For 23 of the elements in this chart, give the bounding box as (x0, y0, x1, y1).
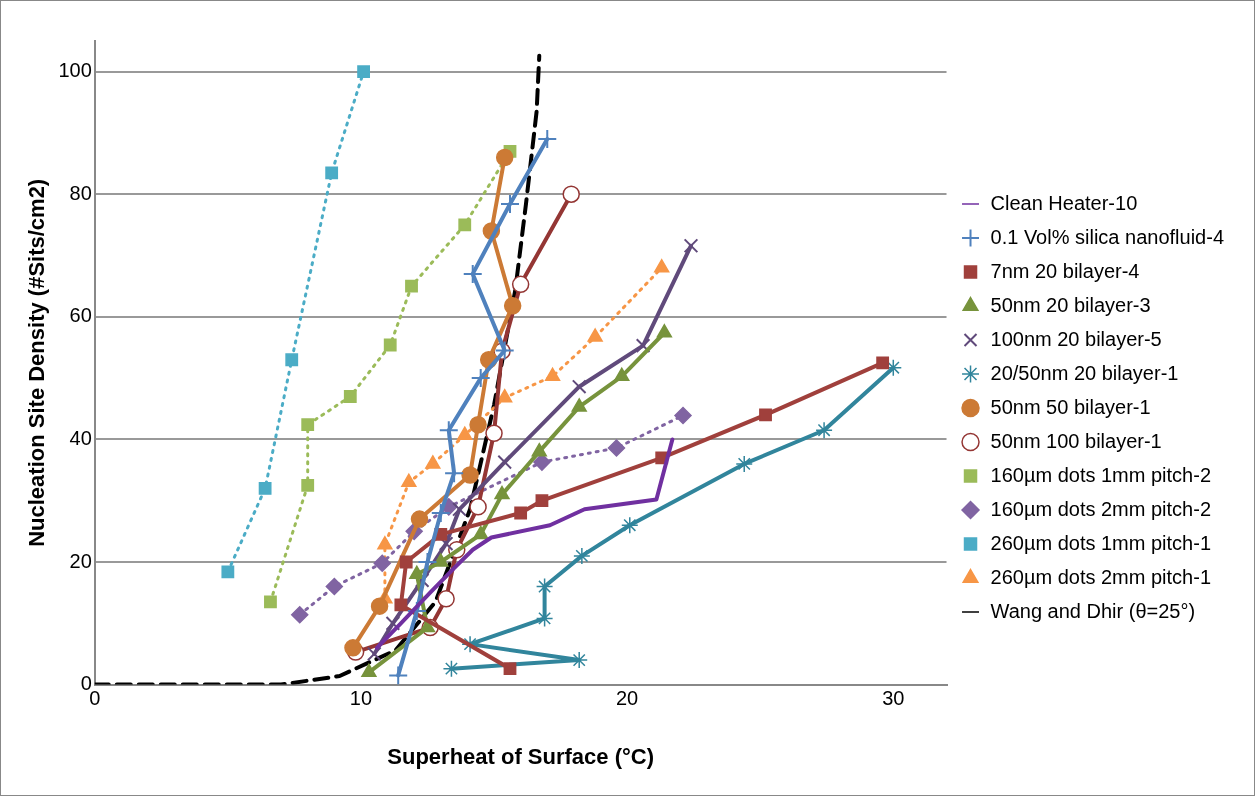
y-tick-label: 20 (69, 549, 92, 572)
y-tick-label: 40 (69, 426, 92, 449)
legend-label: 50nm 50 bilayer-1 (990, 395, 1151, 418)
y-tick-label: 100 (58, 59, 92, 82)
legend-label: 260µm dots 1mm pitch-1 (990, 531, 1212, 554)
x-tick-label: 10 (349, 687, 373, 710)
legend-label: 50nm 100 bilayer-1 (990, 429, 1162, 452)
legend-label: 50nm 20 bilayer-3 (990, 293, 1151, 316)
x-tick-label: 20 (615, 687, 639, 710)
legend-label: 160µm dots 1mm pitch-2 (990, 463, 1212, 486)
legend-label: 0.1 Vol% silica nanofluid-4 (990, 225, 1225, 248)
legend-label: 100nm 20 bilayer-5 (990, 327, 1162, 350)
legend-label: 260µm dots 2mm pitch-1 (990, 565, 1212, 588)
legend-label: 7nm 20 bilayer-4 (990, 259, 1140, 282)
y-tick-label: 60 (69, 304, 92, 327)
y-tick-label: 80 (69, 181, 92, 204)
y-axis-title: Nucleation Site Density (#Sits/cm2) (24, 178, 50, 547)
x-tick-label: 30 (882, 687, 905, 710)
x-axis-title: Superheat of Surface (°C) (387, 743, 655, 769)
legend-label: Wang and Dhir (θ=25°) (990, 599, 1196, 622)
legend-label: Clean Heater-10 (990, 191, 1138, 214)
legend-label: 20/50nm 20 bilayer-1 (990, 361, 1179, 384)
legend-label: 160µm dots 2mm pitch-2 (990, 497, 1212, 520)
